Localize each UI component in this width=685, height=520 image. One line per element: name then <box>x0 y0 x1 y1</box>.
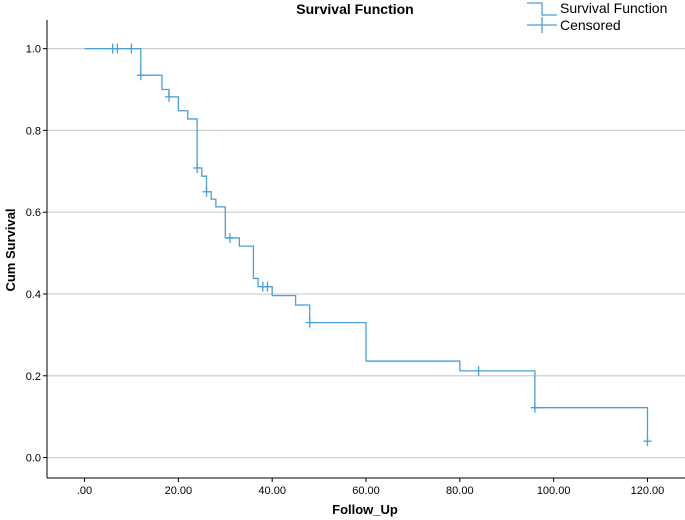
censor-mark <box>136 70 145 81</box>
censor-mark <box>474 365 483 376</box>
series <box>84 47 649 442</box>
survival-step-line <box>84 47 649 442</box>
y-tick-label: 1.0 <box>26 44 41 56</box>
legend: Survival Function Censored <box>527 0 667 33</box>
x-axis-title: Follow_Up <box>332 502 398 517</box>
censor-mark <box>305 317 314 328</box>
y-tick-label: 0.0 <box>26 453 41 465</box>
censor-mark <box>530 402 539 413</box>
legend-label-censored: Censored <box>560 17 621 33</box>
axes <box>46 20 685 479</box>
chart-title: Survival Function <box>296 1 413 17</box>
censor-mark <box>127 43 136 54</box>
y-tick-label: 0.6 <box>26 207 41 219</box>
x-tick-label: 100.00 <box>537 485 571 497</box>
censor-mark <box>193 163 202 174</box>
legend-censor-swatch <box>527 17 557 33</box>
legend-line-swatch <box>527 2 557 16</box>
censor-mark <box>225 232 234 243</box>
y-tick-label: 0.2 <box>26 371 41 383</box>
censor-mark <box>263 281 272 292</box>
y-tick-label: 0.8 <box>26 125 41 137</box>
censor-mark <box>202 186 211 197</box>
x-tick-label: 80.00 <box>446 485 474 497</box>
y-axis-title: Cum Survival <box>3 208 18 291</box>
censor-marks <box>108 43 652 447</box>
x-tick-label: 120.00 <box>631 485 665 497</box>
censor-mark <box>164 91 173 102</box>
x-tick-label: 20.00 <box>165 485 193 497</box>
y-tick-label: 0.4 <box>26 289 41 301</box>
x-ticks: .00 20.00 40.00 60.00 80.00 100.00 120.00 <box>77 478 664 497</box>
x-tick-label: .00 <box>77 485 92 497</box>
x-tick-label: 60.00 <box>352 485 380 497</box>
legend-label-survival: Survival Function <box>560 0 667 16</box>
censor-mark <box>643 436 652 447</box>
x-tick-label: 40.00 <box>258 485 286 497</box>
y-ticks: 0.0 0.2 0.4 0.6 0.8 1.0 <box>26 44 47 465</box>
censor-mark <box>113 43 122 54</box>
grid-lines <box>47 48 685 459</box>
